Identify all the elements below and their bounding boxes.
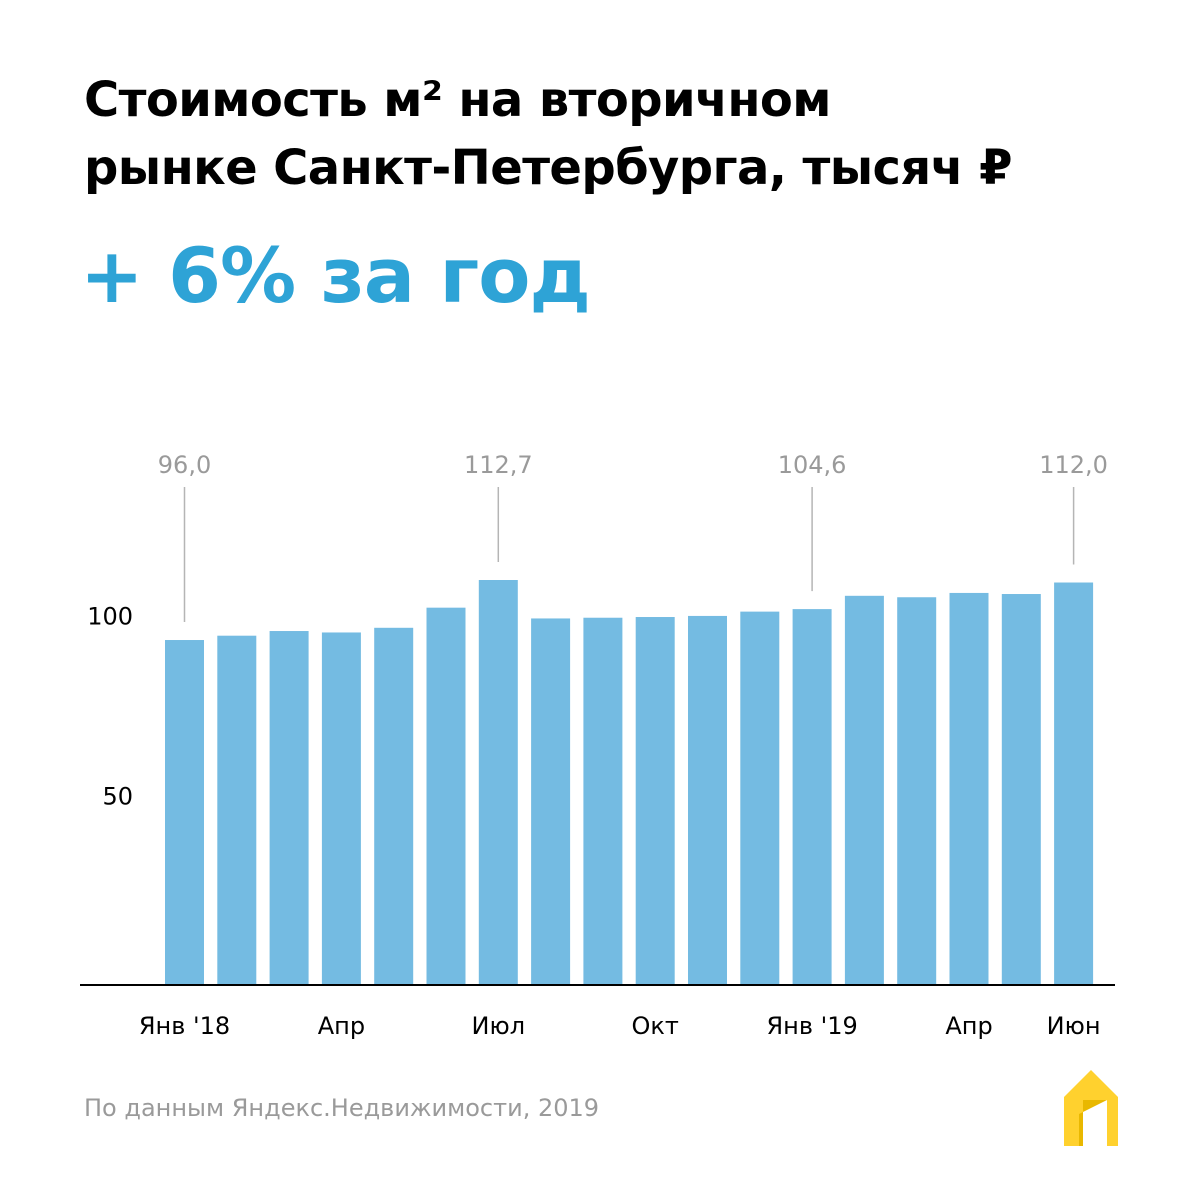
annotation-label: 104,6 — [778, 451, 847, 479]
source-note: По данным Яндекс.Недвижимости, 2019 — [84, 1094, 600, 1122]
bar — [321, 632, 361, 985]
growth-headline: + 6% за год — [80, 231, 591, 320]
x-tick-label: Июл — [472, 1012, 526, 1040]
bar — [844, 595, 884, 985]
chart-title-line-2: рынке Санкт-Петербурга, тысяч ₽ — [84, 140, 1012, 196]
x-tick-labels-group: Янв '18 Апр Июл Окт Янв '19 Апр Июн — [139, 1012, 1101, 1040]
annotation-label: 112,7 — [464, 451, 533, 479]
bar-chart: 96,0 112,7 104,6 112,0 100 50 Янв '18 Апр Июл О… — [80, 451, 1115, 1040]
y-tick-labels-group: 100 50 — [87, 603, 133, 811]
x-tick-label: Июн — [1047, 1012, 1101, 1040]
x-tick-label: Окт — [632, 1012, 679, 1040]
yandex-realty-logo-icon — [1064, 1070, 1118, 1146]
bar — [217, 635, 257, 985]
bar — [1054, 582, 1094, 985]
bar — [740, 611, 780, 985]
bar — [897, 597, 937, 985]
bar — [688, 615, 727, 985]
bar — [426, 607, 466, 985]
x-tick-label: Янв '19 — [766, 1012, 857, 1040]
bar — [374, 627, 414, 985]
bar — [1001, 594, 1041, 985]
annotation-leaders-group — [183, 487, 1075, 623]
chart-title-line-1: Стоимость м² на вторичном — [84, 72, 832, 128]
bar — [792, 609, 832, 985]
bar — [635, 617, 675, 985]
bar — [583, 617, 623, 985]
bar — [478, 580, 518, 985]
annotation-label: 96,0 — [158, 451, 211, 479]
y-tick-label: 100 — [87, 603, 133, 631]
bar — [949, 592, 989, 985]
y-tick-label: 50 — [102, 782, 133, 810]
bar — [269, 631, 309, 985]
annotation-labels-group: 96,0 112,7 104,6 112,0 — [158, 451, 1108, 479]
annotation-label: 112,0 — [1039, 451, 1108, 479]
bars-group — [165, 580, 1094, 985]
bar — [165, 640, 204, 985]
bar — [531, 618, 571, 985]
x-tick-label: Янв '18 — [139, 1012, 230, 1040]
x-tick-label: Апр — [318, 1012, 365, 1040]
chart-title: Стоимость м² на вторичном рынке Санкт-Пе… — [84, 66, 1134, 202]
x-tick-label: Апр — [945, 1012, 992, 1040]
